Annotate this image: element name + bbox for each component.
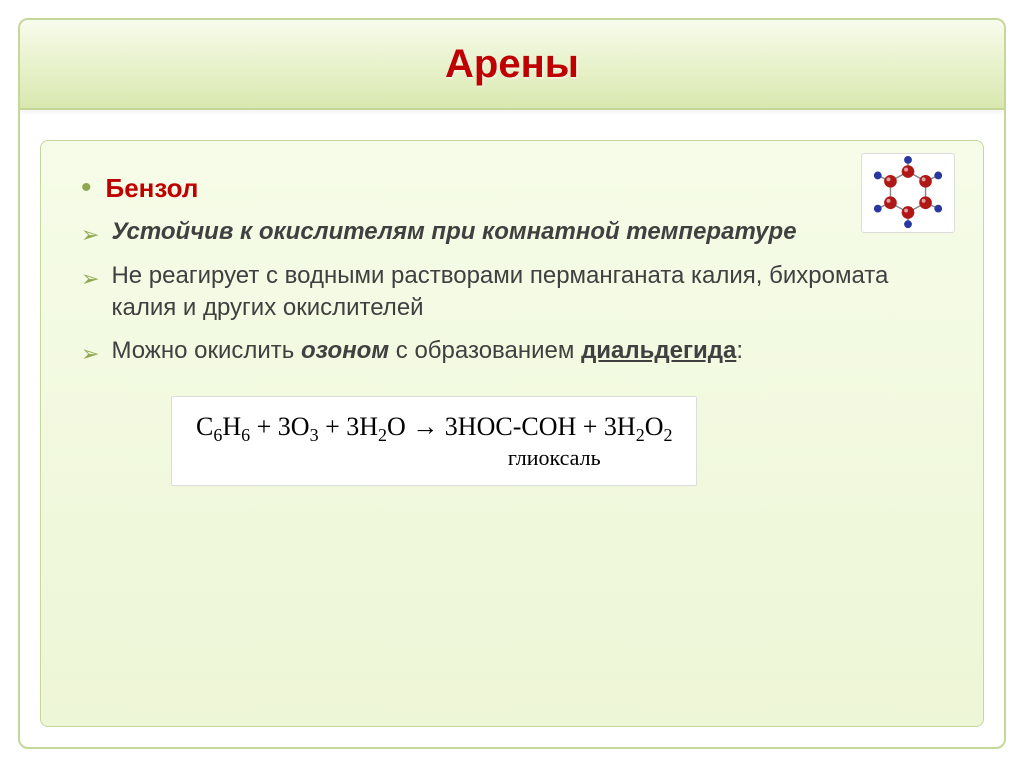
bullet-dot-icon: • [81, 173, 92, 203]
bullet-text-1: Устойчив к окислителям при комнатной тем… [111, 216, 796, 248]
bullet3-pre: Можно окислить [111, 337, 301, 364]
slide-frame: Арены [18, 18, 1006, 749]
heading-text: Бензол [106, 171, 199, 206]
bullet-line-2: ➢ Не реагирует с водными растворами перм… [81, 260, 943, 325]
formula-box: C6H6 + 3O3 + 3H2O → 3HOC-COH + 3H2O2 гли… [171, 396, 697, 486]
formula-label: глиоксаль [196, 445, 672, 471]
arrow-icon: ➢ [81, 264, 99, 294]
bullet-text-3: Можно окислить озоном с образованием диа… [111, 335, 743, 367]
formula-equation: C6H6 + 3O3 + 3H2O → 3HOC-COH + 3H2O2 [196, 411, 672, 447]
bullet3-em1: озоном [301, 337, 389, 364]
bullet-line-1: ➢ Устойчив к окислителям при комнатной т… [81, 216, 943, 250]
title-bar: Арены [20, 20, 1004, 110]
bullet3-mid: с образованием [389, 337, 581, 364]
content-area: • Бензол ➢ Устойчив к окислителям при ко… [40, 140, 984, 727]
heading-line: • Бензол [81, 171, 943, 206]
slide-title: Арены [445, 42, 579, 87]
benzene-molecule-icon [861, 153, 955, 233]
bullet3-post: : [736, 337, 743, 364]
bullet-text-2: Не реагирует с водными растворами перман… [111, 260, 943, 325]
arrow-icon: ➢ [81, 220, 99, 250]
bullet3-em2: диальдегида [581, 337, 736, 364]
bullet-line-3: ➢ Можно окислить озоном с образованием д… [81, 335, 943, 369]
arrow-icon: ➢ [81, 339, 99, 369]
